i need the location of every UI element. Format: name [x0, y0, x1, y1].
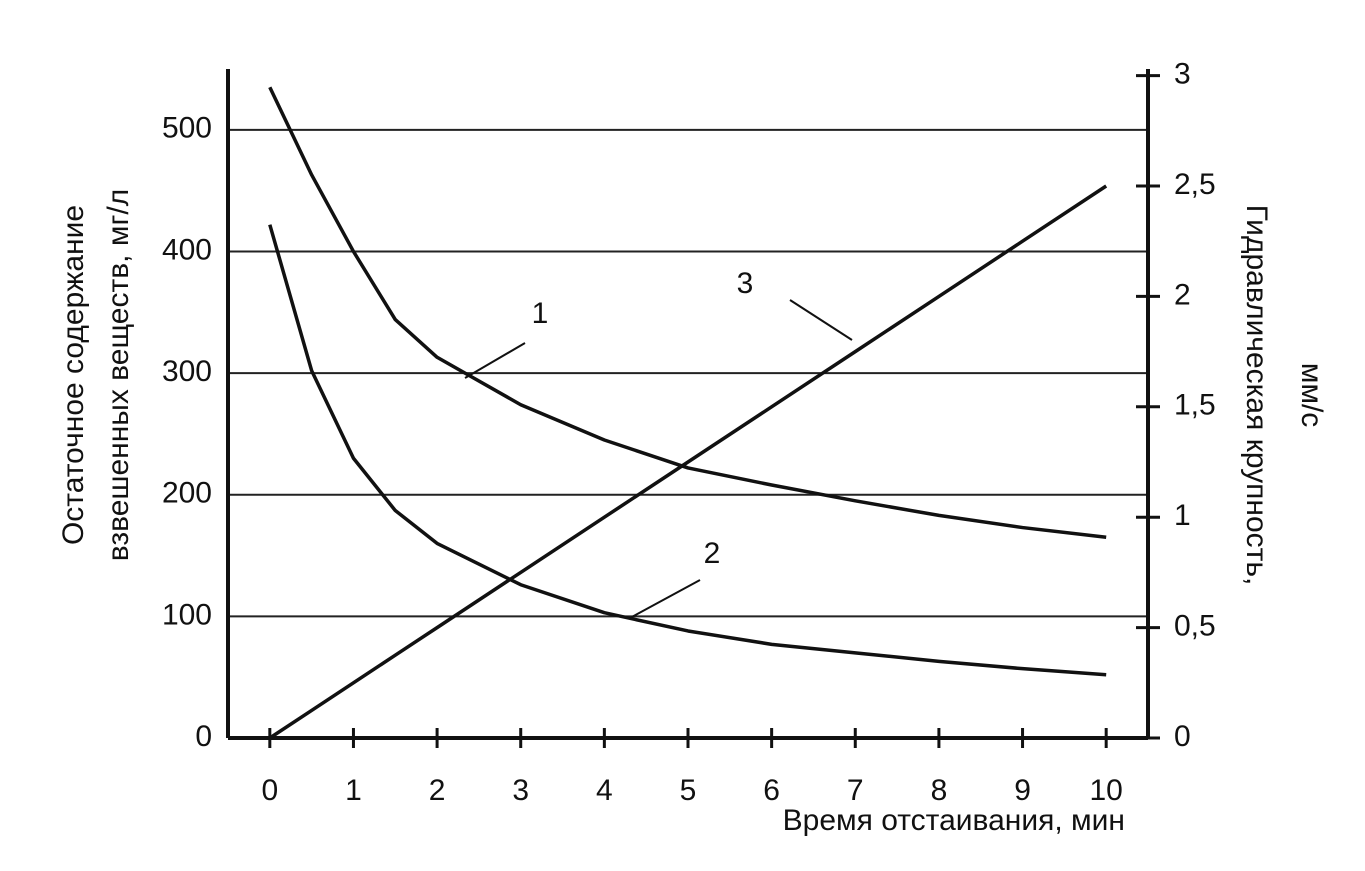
y2-tick-label: 0,5: [1174, 610, 1216, 643]
y2-axis-title: мм/с: [1295, 363, 1328, 428]
x-tick-label: 6: [763, 774, 780, 807]
x-tick-label: 10: [1089, 774, 1122, 807]
x-tick-label: 9: [1014, 774, 1031, 807]
y2-tick-label: 0: [1174, 720, 1191, 753]
x-tick-label: 1: [345, 774, 362, 807]
annotation: 2: [704, 537, 721, 570]
y2-tick-label: 2: [1174, 278, 1191, 311]
y2-tick-label: 1: [1174, 499, 1191, 532]
x-tick-label: 8: [931, 774, 948, 807]
y2-axis-title: Гидравлическая крупность,: [1240, 205, 1273, 586]
y-tick-label: 300: [162, 355, 212, 388]
line-series: [268, 224, 1107, 677]
y2-tick-label: 1,5: [1174, 389, 1216, 422]
x-tick-label: 2: [429, 774, 446, 807]
annotation-leader: [789, 299, 853, 341]
y-tick-label: 500: [162, 112, 212, 145]
y-tick-label: 400: [162, 233, 212, 266]
annotation: 1: [532, 297, 549, 330]
annotation-leader: [464, 342, 526, 379]
y-tick-label: 0: [195, 720, 212, 753]
x-tick-label: 7: [847, 774, 864, 807]
annotation-leader: [629, 579, 701, 619]
x-tick-label: 3: [512, 774, 529, 807]
y-axis-title: взвешенных веществ, мг/л: [102, 189, 135, 562]
line-series: [268, 184, 1108, 740]
y2-tick-label: 3: [1174, 58, 1191, 91]
y-tick-label: 100: [162, 598, 212, 631]
annotation: 3: [737, 267, 754, 300]
x-tick-label: 0: [261, 774, 278, 807]
y2-tick-label: 2,5: [1174, 168, 1216, 201]
y-axis-title: Остаточное содержание: [57, 205, 90, 545]
x-axis-title: Время отстаивания, мин: [783, 804, 1125, 837]
x-tick-label: 4: [596, 774, 613, 807]
x-tick-label: 5: [680, 774, 697, 807]
y-tick-label: 200: [162, 477, 212, 510]
line-series: [268, 86, 1107, 540]
